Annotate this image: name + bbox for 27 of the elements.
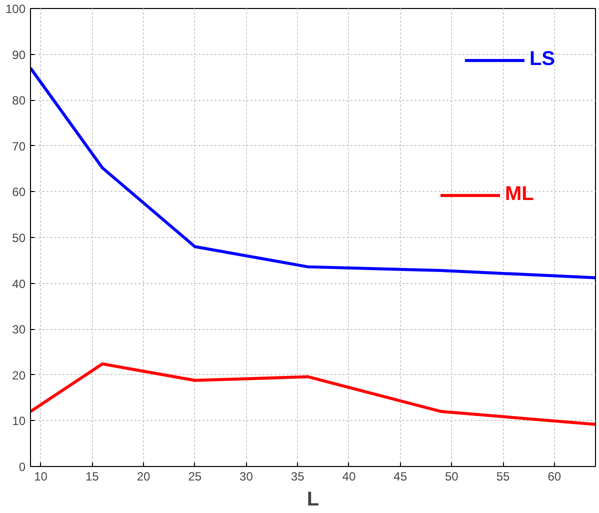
legend-label: ML [505, 183, 534, 206]
x-tick-label: 25 [188, 470, 202, 484]
y-tick-label: 10 [12, 414, 26, 428]
line-series [30, 66, 596, 280]
y-tick-label: 80 [12, 94, 26, 108]
x-tick-label: 15 [85, 470, 100, 484]
legend-label: LS [529, 48, 555, 71]
x-tick-label: 55 [496, 470, 510, 484]
y-tick-label: 90 [12, 48, 26, 62]
y-tick-label: 30 [12, 322, 26, 337]
x-tick-label: 35 [290, 470, 305, 484]
x-tick-label: 50 [445, 470, 459, 484]
x-axis-title: L [306, 488, 320, 510]
x-tick-label: 60 [548, 470, 562, 484]
x-tick-label: 10 [34, 470, 48, 484]
line-series [30, 362, 596, 426]
y-tick-label: 100 [5, 2, 26, 16]
x-tick-label: 20 [136, 470, 150, 484]
x-tick-label: 30 [240, 470, 254, 484]
y-tick-label: 50 [12, 231, 26, 245]
y-tick-label: 70 [12, 139, 26, 154]
y-tick-label: 0 [18, 460, 26, 474]
x-tick-label: 45 [394, 470, 408, 484]
y-tick-label: 60 [12, 185, 26, 200]
y-tick-label: 40 [12, 276, 26, 291]
x-tick-label: 40 [342, 470, 356, 484]
y-tick-label: 20 [12, 368, 26, 382]
